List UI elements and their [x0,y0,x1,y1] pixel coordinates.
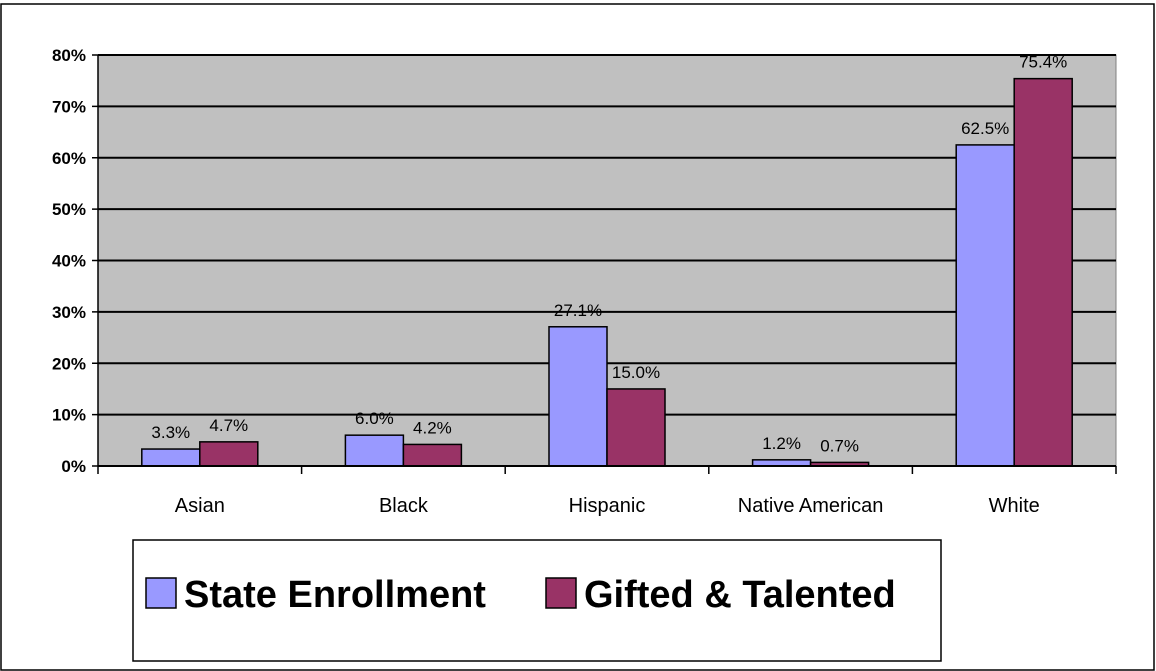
bar-gifted-talented-hispanic [606,388,666,467]
data-label: 1.2% [762,434,801,453]
x-category-labels: Asian Black Hispanic Native American White [175,495,1040,517]
y-tick-label: 30% [52,303,86,322]
data-label: 15.0% [612,363,660,382]
data-label: 6.0% [355,409,394,428]
y-tick-label: 60% [52,149,86,168]
y-tick-label: 40% [52,252,86,271]
bar-state-enrollment-hispanic [548,326,608,467]
category-label: Black [379,495,429,517]
data-labels: 3.3% 4.7% 6.0% 4.2% 27.1% 15.0% 1.2% 0.7% 62.5% 7… [151,53,1067,456]
bar-gifted-talented-white [1013,77,1073,467]
y-tick-label: 50% [52,200,86,219]
bars [141,77,1073,467]
category-label: Asian [175,495,225,517]
legend: State Enrollment Gifted & Talented [132,539,942,662]
bar-state-enrollment-black [344,434,405,467]
y-tick-label: 0% [61,457,86,476]
legend-label: Gifted & Talented [584,574,896,616]
data-label: 4.7% [209,416,248,435]
legend-label: State Enrollment [184,574,486,616]
data-label: 27.1% [554,301,602,320]
bar-state-enrollment-asian [141,448,201,467]
data-label: 0.7% [820,436,859,455]
y-tick-label: 70% [52,97,86,116]
data-label: 75.4% [1019,53,1067,72]
y-tick-label: 80% [52,46,86,65]
axes [92,54,1117,474]
y-tick-label: 10% [52,406,86,425]
legend-swatch [145,577,177,609]
category-label: White [989,495,1040,517]
legend-box [132,539,942,662]
data-label: 3.3% [151,423,190,442]
y-tick-label: 20% [52,354,86,373]
bar-gifted-talented-black [402,443,463,467]
data-label: 62.5% [961,119,1009,138]
bar-gifted-talented-asian [199,441,259,467]
category-label: Native American [738,495,884,517]
legend-swatch [545,577,577,609]
data-label: 4.2% [413,418,452,437]
category-label: Hispanic [569,495,646,517]
bar-state-enrollment-white [955,144,1015,467]
y-tick-labels: 0% 10% 20% 30% 40% 50% 60% 70% 80% [52,46,86,476]
